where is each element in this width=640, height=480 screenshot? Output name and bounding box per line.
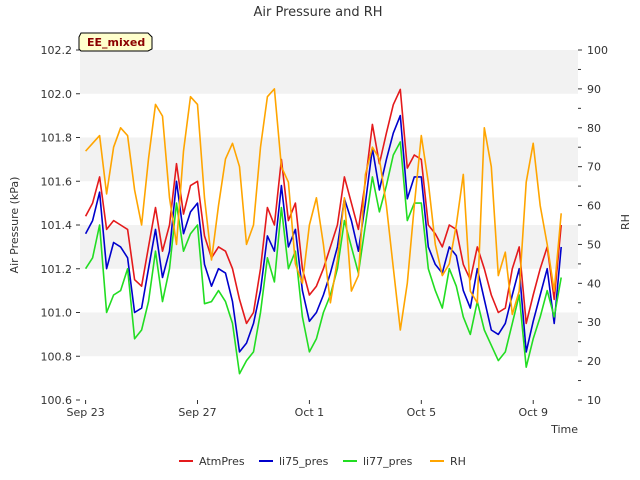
x-tick-label: Oct 5 [407, 406, 437, 419]
grid-band [80, 137, 578, 182]
x-tick-label: Sep 27 [178, 406, 216, 419]
y-tick-label: 101.0 [41, 307, 73, 320]
legend-label: li77_pres [363, 455, 413, 468]
grid-band [80, 312, 578, 357]
legend-label: AtmPres [199, 455, 245, 468]
y2-tick-label: 100 [587, 44, 608, 57]
y-tick-label: 101.8 [41, 132, 73, 145]
y-tick-label: 100.8 [41, 350, 73, 363]
series-layer [84, 88, 562, 375]
y2-tick-label: 30 [587, 316, 601, 329]
legend: AtmPres li75_pres li77_pres RH [179, 455, 466, 468]
x-tick-label: Sep 23 [66, 406, 104, 419]
y-tick-label: 100.6 [41, 394, 73, 407]
x-axis: Sep 23 Sep 27 Oct 1 Oct 5 Oct 9 [66, 400, 548, 419]
y2-tick-label: 80 [587, 122, 601, 135]
plot-background-bands [80, 50, 578, 400]
x-tick-label: Oct 9 [518, 406, 548, 419]
grid-band [80, 50, 578, 94]
left-axis: 100.6 100.8 101.0 101.2 101.4 101.6 101.8 102.0… [41, 44, 80, 407]
series-line-li75_pres [84, 114, 562, 353]
y2-axis-title: RH [619, 214, 632, 230]
badge-label: EE_mixed [87, 36, 145, 49]
y-tick-label: 101.6 [41, 175, 73, 188]
right-axis: 10 20 30 40 50 60 70 80 90 100 [578, 44, 608, 407]
y-tick-label: 101.2 [41, 263, 73, 276]
legend-label: RH [450, 455, 466, 468]
y2-tick-label: 10 [587, 394, 601, 407]
badge-box [78, 32, 153, 52]
grid-band [80, 356, 578, 400]
chart-title: Air Pressure and RH [253, 5, 382, 20]
x-axis-title: Time [550, 423, 578, 436]
badge: EE_mixed [78, 32, 153, 52]
series-line-li77_pres [84, 141, 562, 375]
y2-tick-label: 90 [587, 83, 601, 96]
legend-label: li75_pres [279, 455, 329, 468]
y2-tick-label: 20 [587, 355, 601, 368]
y2-tick-label: 40 [587, 277, 601, 290]
y-tick-label: 101.4 [41, 219, 73, 232]
y2-tick-label: 70 [587, 161, 601, 174]
series-line-RH [85, 88, 562, 331]
y-axis-title: Air Pressure (kPa) [8, 177, 21, 274]
y2-tick-label: 50 [587, 238, 601, 251]
y2-tick-label: 60 [587, 200, 601, 213]
series-line-AtmPres [84, 88, 562, 325]
y-tick-label: 102.0 [41, 88, 73, 101]
x-tick-label: Oct 1 [295, 406, 325, 419]
y-tick-label: 102.2 [41, 44, 73, 57]
grid-band [80, 181, 578, 225]
